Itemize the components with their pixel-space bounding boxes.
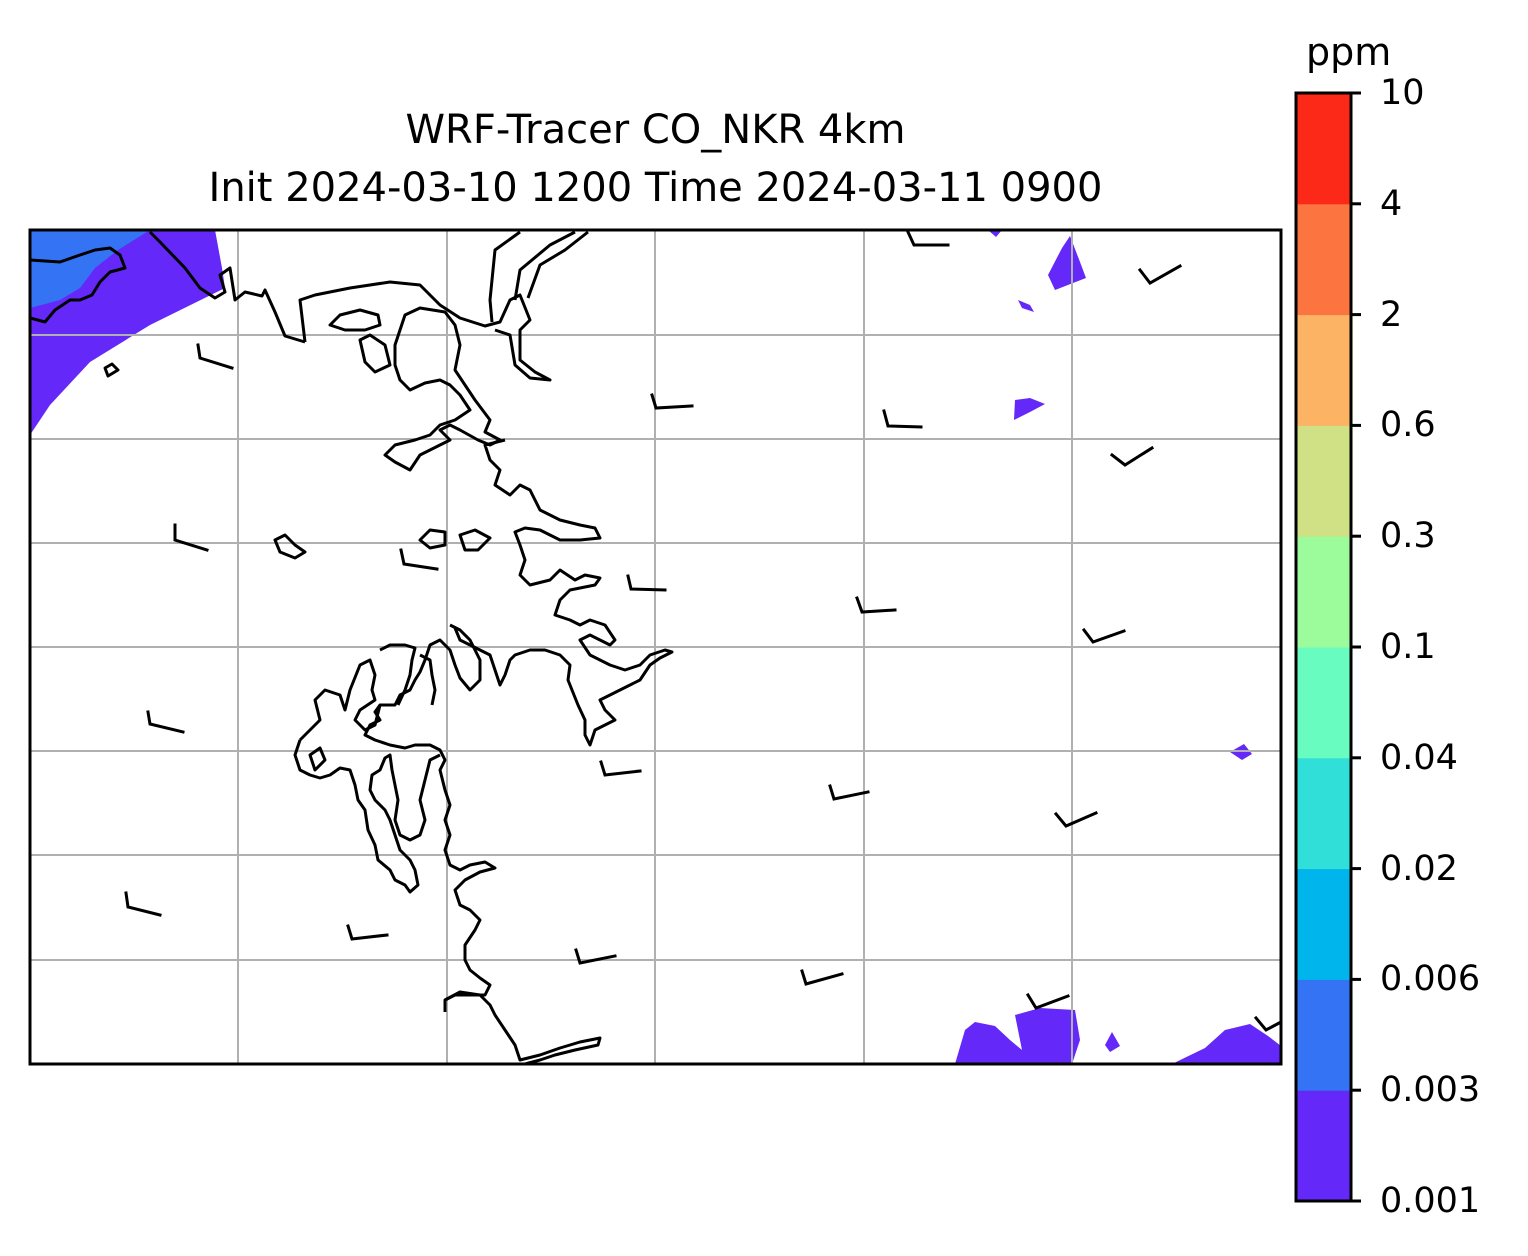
colorbar-tick-label: 0.003 [1380, 1070, 1481, 1111]
coastlines [30, 230, 674, 1064]
colorbar-tick-label: 2 [1380, 294, 1403, 335]
wind-barb [124, 891, 162, 917]
coastline-river-east-2 [526, 230, 589, 299]
colorbar-tick-label: 0.02 [1380, 848, 1458, 889]
colorbar-segment [1296, 536, 1351, 648]
wind-barb [1053, 811, 1098, 828]
tracer-field-northwest-core [30, 230, 150, 308]
colorbar [1294, 91, 1361, 1203]
colorbar-segment [1296, 314, 1351, 426]
wind-barb [855, 596, 897, 614]
coastline-nw-islands [30, 246, 127, 324]
coastline-inlet-2 [419, 653, 437, 706]
coastline-west-inner-2 [293, 739, 441, 894]
wind-barbs [124, 230, 1281, 1032]
colorbar-segment [1296, 979, 1351, 1091]
wind-barb [1137, 263, 1183, 285]
tracer-patch-se-1 [955, 1008, 1080, 1064]
tracer-patch-ne-2 [1018, 300, 1034, 312]
wind-barb [574, 948, 617, 965]
title-line-2: Init 2024-03-10 1200 Time 2024-03-11 090… [208, 165, 1103, 211]
wind-barb [599, 760, 642, 777]
coastline-peninsula-2 [358, 333, 392, 374]
gridlines [30, 230, 1281, 1064]
colorbar-segment [1296, 203, 1351, 316]
wind-barb [882, 409, 923, 429]
wind-barb [1109, 445, 1155, 467]
wind-barb [1253, 1015, 1281, 1032]
colorbar-tick-label: 0.3 [1380, 516, 1436, 557]
wind-barb [399, 548, 439, 571]
coastline-main [453, 438, 674, 747]
wind-barb [906, 230, 950, 247]
coastline-peninsula-1 [383, 306, 502, 472]
coastline-central-north [298, 280, 552, 382]
colorbar-segment [1296, 647, 1351, 759]
wind-barb [196, 343, 234, 370]
coastline-river-east [513, 230, 576, 301]
colorbar-tick-label: 0.001 [1380, 1181, 1481, 1221]
wind-barb [1025, 992, 1070, 1010]
coastline-lake [328, 308, 382, 332]
colorbar-segment [1296, 93, 1351, 205]
colorbar-tick-label: 0.04 [1380, 737, 1458, 778]
colorbar-segment [1296, 757, 1351, 870]
wind-barb [650, 393, 694, 410]
coastline-small-bay [308, 746, 327, 772]
wind-barb [173, 523, 209, 552]
tracer-patch-top [988, 230, 1002, 237]
tracer-patch-ne-3 [1014, 398, 1045, 420]
coastline-southwest [363, 623, 497, 1012]
coastline-nw-islet [103, 362, 120, 378]
title-line-1: WRF-Tracer CO_NKR 4km [405, 107, 906, 153]
wind-barb [146, 710, 185, 734]
map-frame [28, 228, 1283, 1066]
colorbar-tick-label: 10 [1380, 73, 1425, 113]
wind-barb [1081, 627, 1126, 644]
colorbar-tick-label: 0.6 [1380, 405, 1436, 446]
colorbar-tick-label: 0.1 [1380, 627, 1436, 667]
coastline-islands-mid-2 [273, 533, 307, 560]
tracer-patch-se-3 [1172, 1024, 1281, 1064]
wind-barb [828, 784, 870, 801]
colorbar-segment [1296, 1090, 1351, 1202]
coastline-south [444, 990, 602, 1064]
coastline-river-west [488, 230, 521, 323]
colorbar-tick-label: 4 [1380, 183, 1403, 224]
wind-barb [800, 969, 844, 986]
coastline-inlet-1 [379, 643, 417, 706]
coastline-islands-mid-3 [458, 528, 492, 552]
coastline-northwest [148, 230, 306, 344]
tracer-patch-se-2 [1105, 1032, 1120, 1052]
colorbar-segment [1296, 868, 1351, 980]
colorbar-tick-label: 0.006 [1380, 959, 1481, 1000]
wind-barb [346, 924, 389, 941]
colorbar-unit: ppm [1306, 30, 1392, 74]
wind-barb [626, 574, 667, 592]
coastline-islands-mid [418, 528, 447, 550]
coastline-west-inner [298, 658, 382, 742]
map-panel [30, 230, 1281, 1064]
tracer-patch-ne-1 [1048, 236, 1086, 290]
colorbar-segment [1296, 425, 1351, 537]
